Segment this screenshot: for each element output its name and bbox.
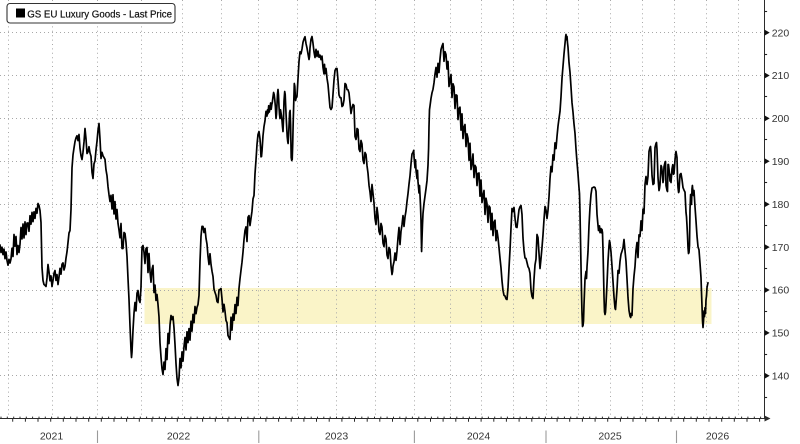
svg-text:190: 190	[772, 156, 790, 168]
svg-text:150: 150	[772, 328, 790, 340]
svg-text:200: 200	[772, 113, 790, 125]
svg-text:2026: 2026	[706, 431, 730, 443]
svg-text:2022: 2022	[167, 431, 191, 443]
svg-text:180: 180	[772, 199, 790, 211]
svg-text:GS EU Luxury Goods - Last Pric: GS EU Luxury Goods - Last Price	[27, 9, 172, 20]
svg-text:170: 170	[772, 242, 790, 254]
svg-text:220: 220	[772, 27, 790, 39]
svg-text:140: 140	[772, 371, 790, 383]
svg-text:2021: 2021	[40, 431, 64, 443]
svg-text:2025: 2025	[598, 431, 622, 443]
svg-text:210: 210	[772, 70, 790, 82]
svg-text:2023: 2023	[325, 431, 349, 443]
svg-text:160: 160	[772, 285, 790, 297]
svg-text:2024: 2024	[467, 431, 491, 443]
